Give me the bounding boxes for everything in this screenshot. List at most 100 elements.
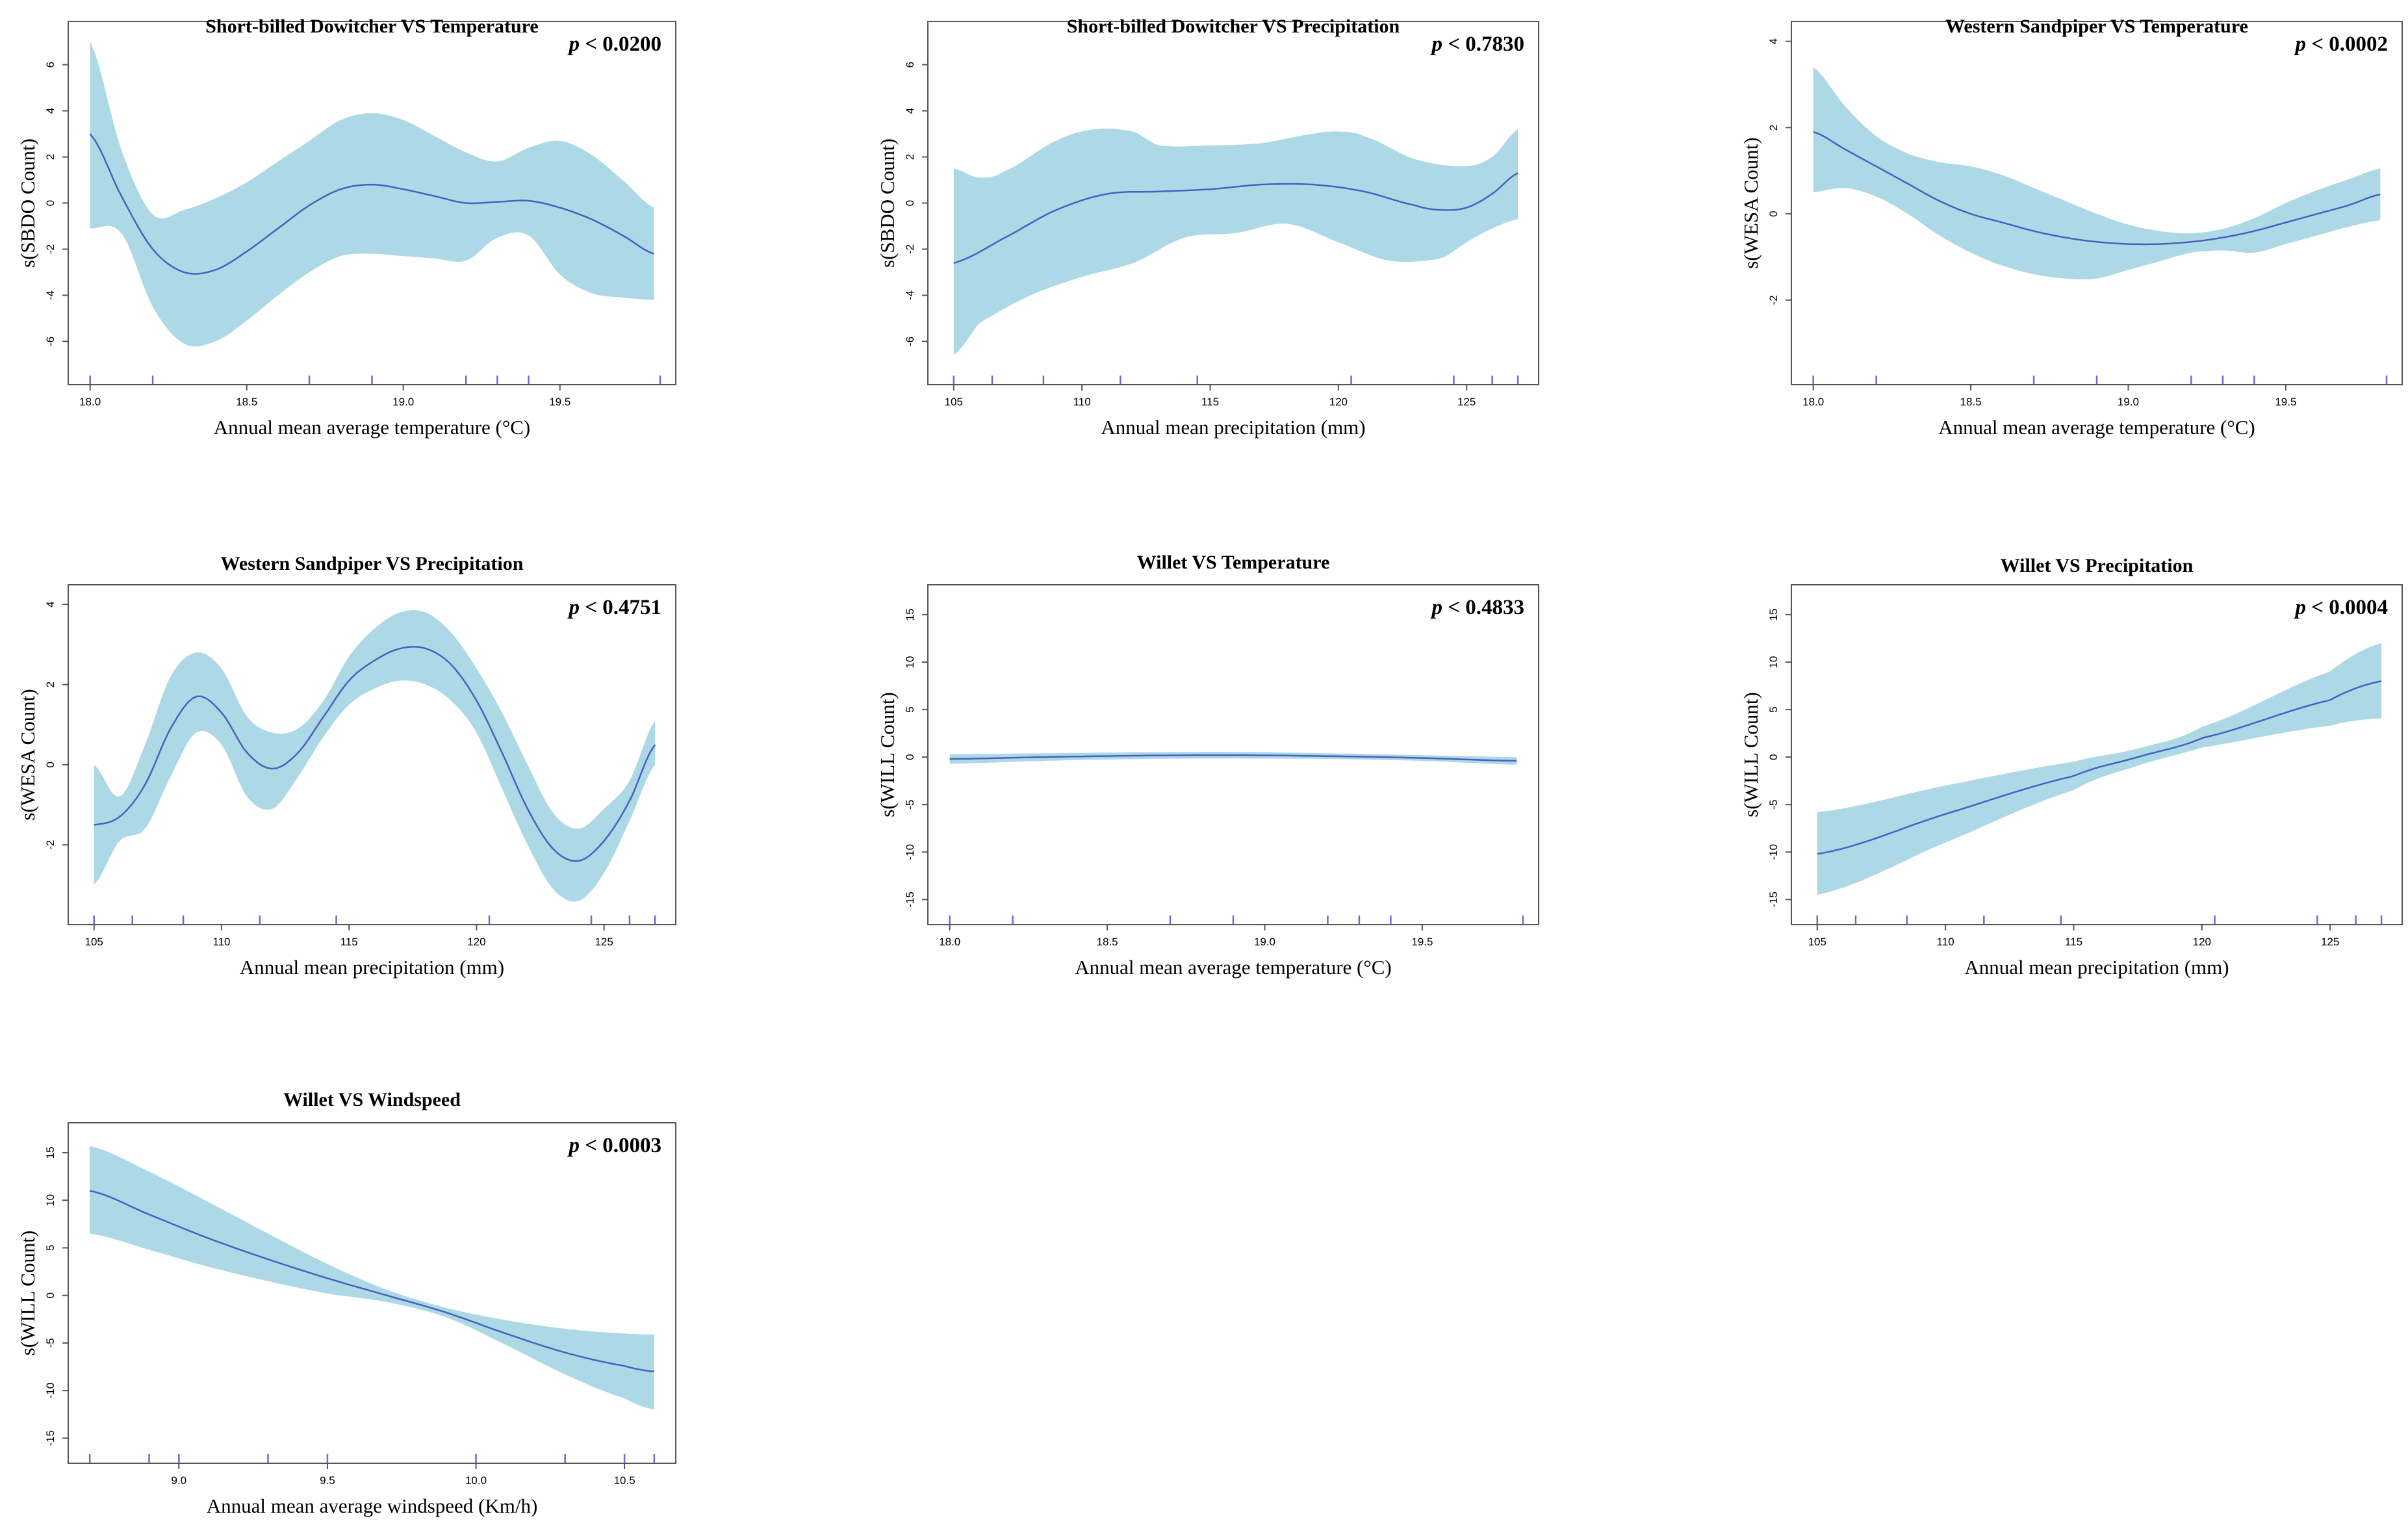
y-tick-label: -2 <box>1767 295 1780 305</box>
x-tick-label: 19.5 <box>549 396 570 408</box>
y-tick-label: 0 <box>904 200 916 206</box>
y-tick-label: 5 <box>1767 706 1780 712</box>
y-tick-label: 4 <box>44 601 57 607</box>
y-tick-label: -15 <box>904 891 916 908</box>
y-tick-label: 0 <box>1767 754 1780 760</box>
chart-panel-7: 9.0 9.5 10.0 10.5 -15 -10 -5 0 5 10 15 Willet VS Wi… <box>16 1089 676 1517</box>
plot-frame <box>927 584 1539 925</box>
x-tick-label: 19.5 <box>1411 936 1433 948</box>
x-tick-label: 115 <box>2065 936 2082 948</box>
y-tick-label: 10 <box>44 1194 57 1207</box>
chart-title: Willet VS Precipitation <box>2001 555 2194 576</box>
x-tick-label: 10.0 <box>465 1474 487 1487</box>
fitted-smooth-line <box>94 646 656 862</box>
chart-title: Willet VS Windspeed <box>283 1089 461 1110</box>
y-tick-label: -5 <box>904 800 916 810</box>
y-tick-label: -6 <box>44 337 57 346</box>
fitted-smooth-line <box>953 172 1518 264</box>
y-tick-label: -10 <box>1767 844 1780 860</box>
x-tick-label: 19.5 <box>2275 396 2296 408</box>
y-tick-label: -2 <box>44 244 57 254</box>
plot-frame <box>1791 584 2403 925</box>
y-axis-label: s(WESA Count) <box>16 689 39 820</box>
y-tick-label: 0 <box>904 754 916 760</box>
x-tick-label: 18.5 <box>236 396 257 408</box>
y-tick-label: -5 <box>44 1338 57 1348</box>
chart-panel-1: 18.0 18.5 19.0 19.5 -6 -4 -2 0 2 4 6 Short-billed D… <box>16 16 676 439</box>
confidence-band <box>1813 67 2381 279</box>
y-axis-label: s(WILL Count) <box>876 692 899 817</box>
y-tick-label: 2 <box>44 682 57 687</box>
y-tick-label: 6 <box>44 62 57 68</box>
confidence-band <box>949 752 1517 765</box>
plot-frame <box>68 584 676 925</box>
chart-title: Willet VS Temperature <box>1137 552 1330 573</box>
fitted-smooth-line <box>949 754 1517 762</box>
x-tick-label: 125 <box>595 936 613 948</box>
y-tick-label: 2 <box>1767 125 1780 131</box>
x-tick-label: 18.0 <box>1802 396 1824 408</box>
x-tick-label: 110 <box>1073 396 1091 408</box>
chart-title: Short-billed Dowitcher VS Precipitation <box>1067 16 1400 37</box>
x-tick-label: 125 <box>2321 936 2339 948</box>
x-axis-label: Annual mean average temperature (°C) <box>1938 416 2255 439</box>
y-tick-label: 10 <box>1767 656 1780 669</box>
x-tick-label: 120 <box>1329 396 1348 408</box>
p-value-annotation: p < 0.0004 <box>2293 596 2388 619</box>
x-axis-label: Annual mean average temperature (°C) <box>214 416 531 439</box>
y-tick-label: 0 <box>44 1292 57 1298</box>
y-tick-label: -10 <box>44 1383 57 1399</box>
x-tick-label: 9.0 <box>171 1474 186 1487</box>
chart-title: Short-billed Dowitcher VS Temperature <box>205 16 539 37</box>
x-tick-label: 105 <box>1808 936 1826 948</box>
x-tick-label: 9.5 <box>320 1474 335 1487</box>
y-tick-label: -15 <box>1767 891 1780 908</box>
y-tick-label: -4 <box>44 290 57 300</box>
y-tick-label: -2 <box>44 840 57 850</box>
y-axis-label: s(SBDO Count) <box>16 138 39 268</box>
x-tick-label: 120 <box>467 936 485 948</box>
x-axis-label: Annual mean precipitation (mm) <box>1964 956 2229 979</box>
p-value-annotation: p < 0.4751 <box>567 596 661 619</box>
chart-panel-4: 105 110 115 120 125 -2 0 2 4 Western Sandpiper VS… <box>16 553 676 979</box>
x-axis-label: Annual mean precipitation (mm) <box>1101 416 1365 439</box>
confidence-band <box>90 42 654 347</box>
plot-frame <box>1791 21 2403 385</box>
y-tick-label: 10 <box>904 656 916 669</box>
y-tick-label: -6 <box>904 337 916 346</box>
y-axis-label: s(WILL Count) <box>1739 692 1762 817</box>
y-axis-label: s(SBDO Count) <box>876 138 899 268</box>
y-tick-label: 0 <box>1767 211 1780 216</box>
x-tick-label: 110 <box>1937 936 1954 948</box>
x-tick-label: 19.0 <box>2118 396 2139 408</box>
y-tick-label: 15 <box>1767 608 1780 621</box>
y-axis-label: s(WESA Count) <box>1739 137 1762 268</box>
y-tick-label: 5 <box>44 1245 57 1251</box>
x-tick-label: 18.0 <box>939 936 960 948</box>
x-tick-label: 120 <box>2193 936 2211 948</box>
chart-title: Western Sandpiper VS Temperature <box>1945 16 2248 37</box>
confidence-band <box>1817 643 2382 895</box>
y-tick-label: 2 <box>44 154 57 160</box>
y-tick-label: 15 <box>44 1147 57 1159</box>
y-tick-label: 4 <box>44 108 57 114</box>
confidence-band <box>94 610 656 902</box>
y-tick-label: 5 <box>904 706 916 712</box>
x-tick-label: 105 <box>945 396 963 408</box>
y-tick-label: -5 <box>1767 800 1780 810</box>
y-tick-label: 0 <box>44 200 57 206</box>
x-tick-label: 18.5 <box>1097 936 1118 948</box>
x-tick-label: 125 <box>1457 396 1476 408</box>
y-tick-label: 4 <box>1767 38 1780 44</box>
y-tick-label: -10 <box>904 844 916 860</box>
y-tick-label: 2 <box>904 154 916 160</box>
x-tick-label: 110 <box>212 936 230 948</box>
plot-frame <box>68 1122 676 1464</box>
y-tick-label: 0 <box>44 762 57 767</box>
x-tick-label: 19.0 <box>1254 936 1275 948</box>
confidence-band <box>953 128 1518 355</box>
p-value-annotation: p < 0.0002 <box>2293 32 2388 56</box>
p-value-annotation: p < 0.0003 <box>567 1134 661 1157</box>
x-axis-label: Annual mean average temperature (°C) <box>1075 956 1392 979</box>
x-tick-label: 19.0 <box>392 396 414 408</box>
